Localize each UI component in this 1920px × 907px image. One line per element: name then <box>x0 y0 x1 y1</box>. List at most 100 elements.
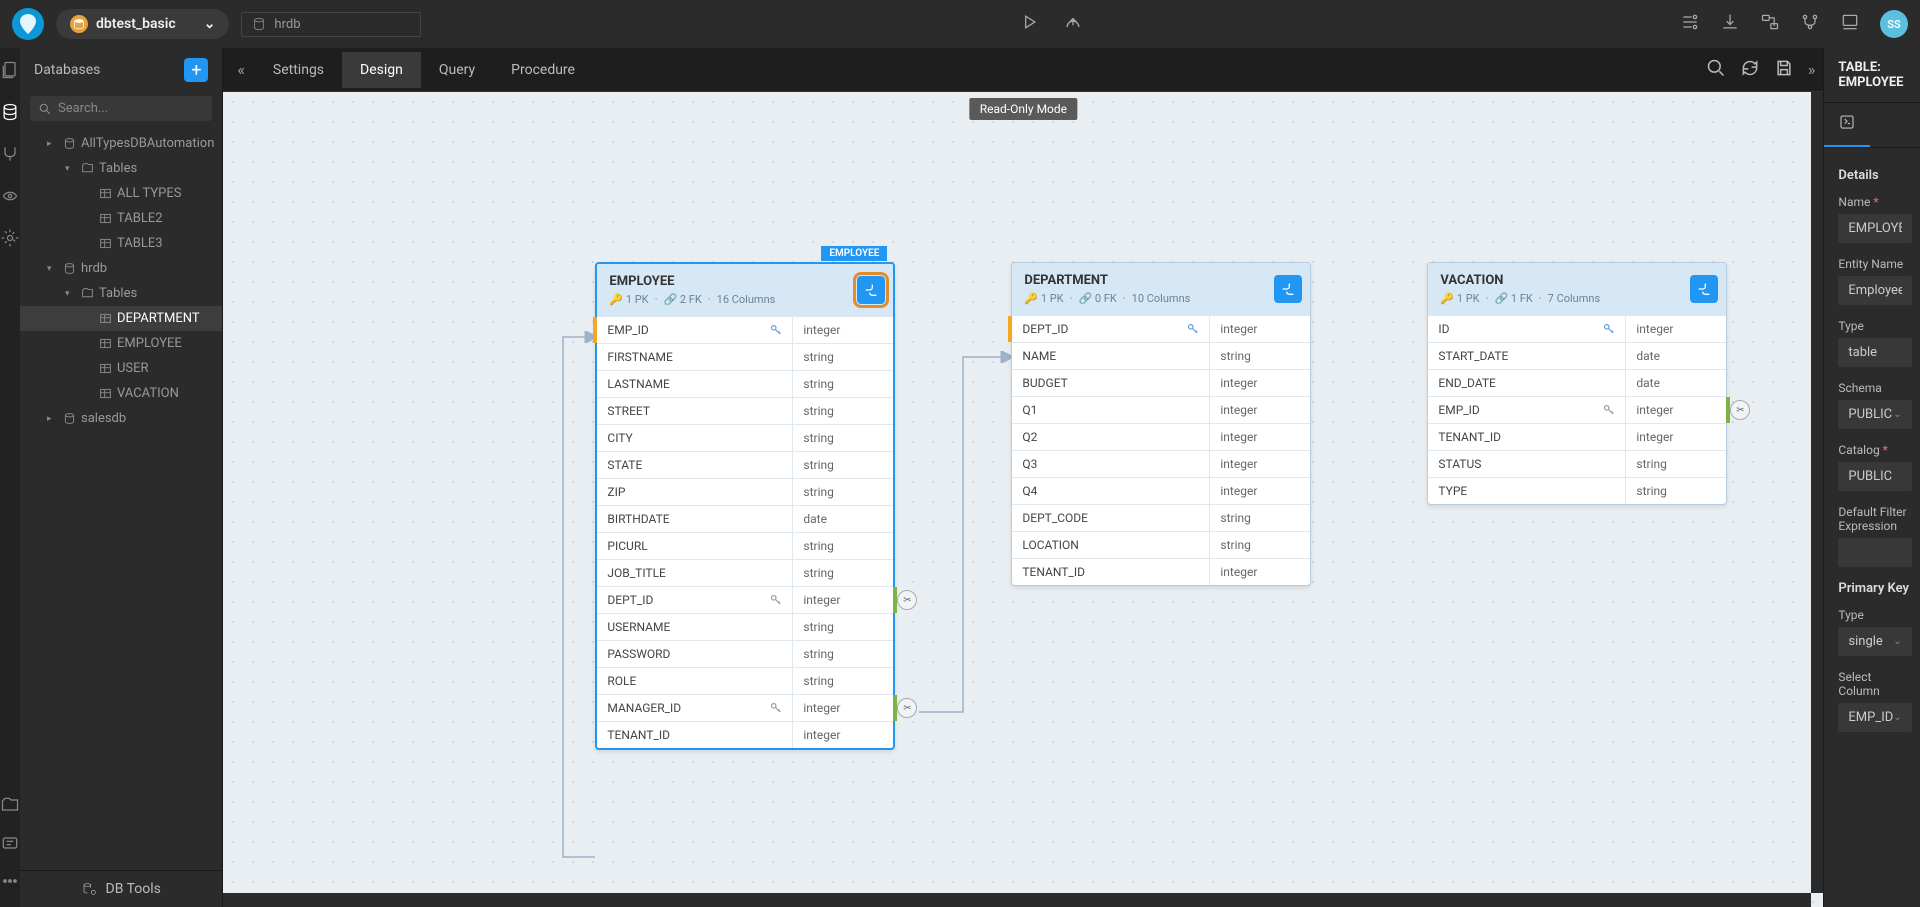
relation-cut-icon[interactable]: ✂ <box>897 698 917 718</box>
column-row[interactable]: Q3integer <box>1012 450 1310 477</box>
column-row[interactable]: ✂DEPT_IDinteger <box>597 586 893 613</box>
table-header[interactable]: EMPLOYEE🔑 1 PK·🔗 2 FK·16 Columns <box>597 264 893 316</box>
column-row[interactable]: LASTNAMEstring <box>597 370 893 397</box>
tab-design[interactable]: Design <box>342 52 421 88</box>
filter-field[interactable] <box>1838 538 1911 567</box>
column-row[interactable]: NAMEstring <box>1012 342 1310 369</box>
column-row[interactable]: IDinteger <box>1428 315 1726 342</box>
add-database-button[interactable]: + <box>184 58 208 82</box>
relation-cut-icon[interactable]: ✂ <box>897 590 917 610</box>
column-row[interactable]: BUDGETinteger <box>1012 369 1310 396</box>
column-row[interactable]: ROLEstring <box>597 667 893 694</box>
table-header[interactable]: DEPARTMENT🔑 1 PK·🔗 0 FK·10 Columns <box>1012 263 1310 315</box>
config-icon[interactable] <box>0 228 20 252</box>
column-row[interactable]: DEPT_CODEstring <box>1012 504 1310 531</box>
design-canvas[interactable]: Read-Only Mode EMPLOYEEEMPLOYEE🔑 1 PK·🔗 … <box>223 92 1823 907</box>
table-card-vacation[interactable]: VACATION🔑 1 PK·🔗 1 FK·7 ColumnsIDinteger… <box>1427 262 1727 505</box>
pk-col-select[interactable]: EMP_ID⌄ <box>1838 703 1911 732</box>
expand-panel-icon[interactable]: » <box>1808 60 1816 79</box>
column-row[interactable]: Q4integer <box>1012 477 1310 504</box>
tree-item-tables[interactable]: ▾Tables <box>20 156 222 181</box>
column-row[interactable]: PICURLstring <box>597 532 893 559</box>
search-input[interactable]: Search... <box>30 96 212 121</box>
tree-item-department[interactable]: DEPARTMENT <box>20 306 222 331</box>
pages-icon[interactable] <box>0 60 20 84</box>
column-row[interactable]: TENANT_IDinteger <box>1012 558 1310 585</box>
run-icon[interactable] <box>1019 12 1039 36</box>
more-icon[interactable] <box>0 871 20 895</box>
tab-procedure[interactable]: Procedure <box>493 52 593 88</box>
column-row[interactable]: TENANT_IDinteger <box>597 721 893 748</box>
app-logo[interactable] <box>12 8 44 40</box>
canvas-search-icon[interactable] <box>1706 58 1726 82</box>
column-row[interactable]: EMP_IDinteger <box>597 316 893 343</box>
column-row[interactable]: TYPEstring <box>1428 477 1726 504</box>
services-icon[interactable] <box>0 186 20 210</box>
column-row[interactable]: CITYstring <box>597 424 893 451</box>
scrollbar-horizontal[interactable] <box>223 893 1811 907</box>
schema-select[interactable]: PUBLIC⌄ <box>1838 400 1911 429</box>
project-selector[interactable]: dbtest_basic ⌄ <box>56 9 229 39</box>
catalog-field[interactable] <box>1838 462 1911 491</box>
tab-settings[interactable]: Settings <box>255 52 342 88</box>
tree-item-salesdb[interactable]: ▸salesdb <box>20 406 222 431</box>
logs-icon[interactable] <box>0 833 20 857</box>
column-row[interactable]: Q1integer <box>1012 396 1310 423</box>
vcs-icon[interactable] <box>1760 12 1780 36</box>
column-row[interactable]: PASSWORDstring <box>597 640 893 667</box>
files-icon[interactable] <box>0 795 20 819</box>
tree-item-vacation[interactable]: VACATION <box>20 381 222 406</box>
column-row[interactable]: Q2integer <box>1012 423 1310 450</box>
connection-selector[interactable]: hrdb <box>241 12 421 37</box>
column-row[interactable]: STREETstring <box>597 397 893 424</box>
export-icon[interactable] <box>1720 12 1740 36</box>
table-action-icon[interactable] <box>857 276 885 304</box>
column-row[interactable]: STATUSstring <box>1428 450 1726 477</box>
db-tools-button[interactable]: DB Tools <box>20 870 222 907</box>
column-row[interactable]: ZIPstring <box>597 478 893 505</box>
refresh-icon[interactable] <box>1740 58 1760 82</box>
column-row[interactable]: STATEstring <box>597 451 893 478</box>
tree-item-table3[interactable]: TABLE3 <box>20 231 222 256</box>
tree-item-tables[interactable]: ▾Tables <box>20 281 222 306</box>
column-row[interactable]: END_DATEdate <box>1428 369 1726 396</box>
tree-item-hrdb[interactable]: ▾hrdb <box>20 256 222 281</box>
column-row[interactable]: USERNAMEstring <box>597 613 893 640</box>
table-header[interactable]: VACATION🔑 1 PK·🔗 1 FK·7 Columns <box>1428 263 1726 315</box>
table-action-icon[interactable] <box>1690 275 1718 303</box>
table-action-icon[interactable] <box>1274 275 1302 303</box>
collapse-sidebar-icon[interactable]: « <box>231 54 251 85</box>
preview-icon[interactable] <box>1840 12 1860 36</box>
tree-item-alltypesdbautomation[interactable]: ▸AllTypesDBAutomation <box>20 131 222 156</box>
column-row[interactable]: FIRSTNAMEstring <box>597 343 893 370</box>
type-field[interactable] <box>1838 338 1911 367</box>
entity-field[interactable] <box>1838 276 1911 305</box>
column-row[interactable]: TENANT_IDinteger <box>1428 423 1726 450</box>
tree-item-user[interactable]: USER <box>20 356 222 381</box>
tab-query[interactable]: Query <box>421 52 493 88</box>
column-row[interactable]: BIRTHDATEdate <box>597 505 893 532</box>
deploy-icon[interactable] <box>1063 12 1083 36</box>
column-row[interactable]: LOCATIONstring <box>1012 531 1310 558</box>
details-tab[interactable] <box>1824 103 1870 147</box>
column-row[interactable]: DEPT_IDinteger <box>1012 315 1310 342</box>
save-icon[interactable] <box>1774 58 1794 82</box>
user-avatar[interactable]: SS <box>1880 10 1908 38</box>
pk-type-select[interactable]: single⌄ <box>1838 627 1911 656</box>
name-field[interactable] <box>1838 214 1911 243</box>
database-nav-icon[interactable] <box>0 102 20 126</box>
api-icon[interactable] <box>0 144 20 168</box>
column-row[interactable]: JOB_TITLEstring <box>597 559 893 586</box>
relation-cut-icon[interactable]: ✂ <box>1730 400 1750 420</box>
table-card-department[interactable]: DEPARTMENT🔑 1 PK·🔗 0 FK·10 ColumnsDEPT_I… <box>1011 262 1311 586</box>
table-card-employee[interactable]: EMPLOYEEEMPLOYEE🔑 1 PK·🔗 2 FK·16 Columns… <box>595 262 895 750</box>
column-row[interactable]: ✂EMP_IDinteger <box>1428 396 1726 423</box>
tree-item-employee[interactable]: EMPLOYEE <box>20 331 222 356</box>
tree-item-all-types[interactable]: ALL TYPES <box>20 181 222 206</box>
tree-item-table2[interactable]: TABLE2 <box>20 206 222 231</box>
scrollbar-vertical[interactable] <box>1811 92 1823 893</box>
column-row[interactable]: START_DATEdate <box>1428 342 1726 369</box>
branch-icon[interactable] <box>1800 12 1820 36</box>
settings-toggle-icon[interactable] <box>1680 12 1700 36</box>
column-row[interactable]: ✂MANAGER_IDinteger <box>597 694 893 721</box>
